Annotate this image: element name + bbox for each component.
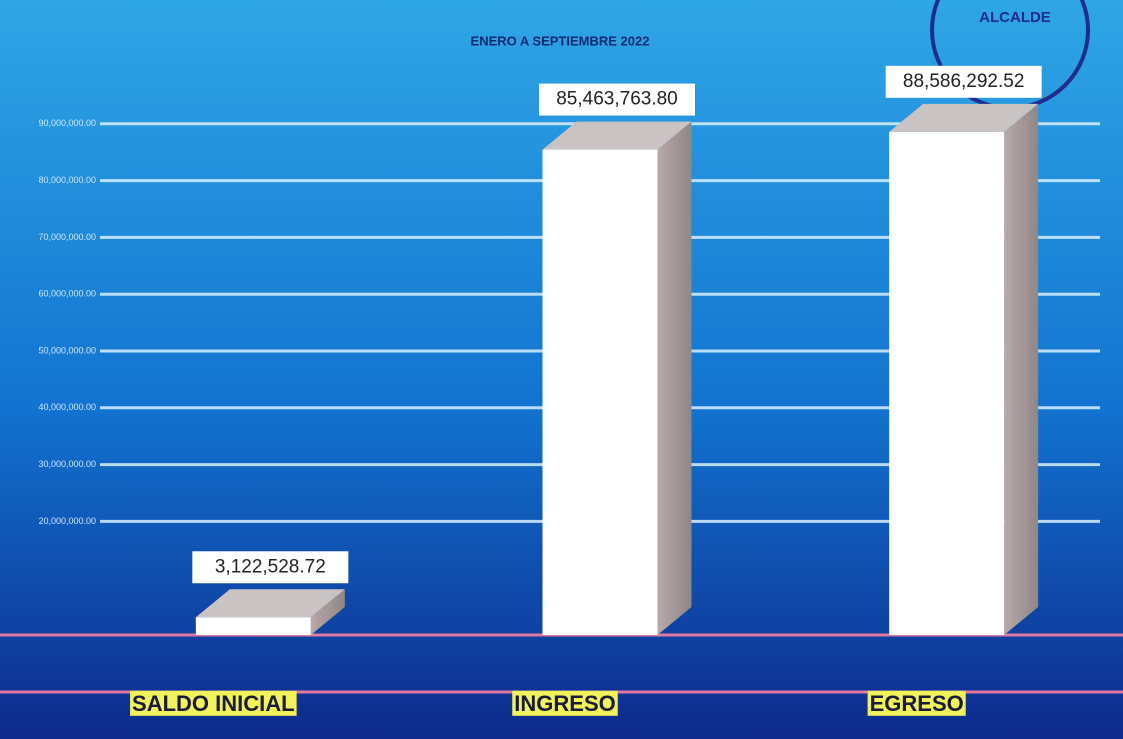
bar: [196, 617, 311, 635]
bar-side: [1004, 104, 1038, 635]
value-label: 85,463,763.80: [556, 89, 678, 110]
bar: [543, 150, 658, 635]
value-label: 3,122,528.72: [215, 556, 326, 577]
y-tick-label: 40,000,000.00: [38, 402, 96, 412]
y-tick-label: 20,000,000.00: [38, 516, 96, 526]
x-tick-label: INGRESO: [514, 691, 615, 716]
y-tick-label: 50,000,000.00: [38, 345, 96, 355]
y-tick-label: 70,000,000.00: [38, 232, 96, 242]
bar: [889, 132, 1004, 635]
y-tick-label: 90,000,000.00: [38, 118, 96, 128]
y-tick-label: 80,000,000.00: [38, 175, 96, 185]
stamp-text: ALCALDE: [979, 9, 1051, 26]
x-tick-label: SALDO INICIAL: [132, 691, 295, 716]
page: ENERO A SEPTIEMBRE 2022 ALCALDE 20,000,0…: [0, 0, 1123, 739]
chart: ENERO A SEPTIEMBRE 2022 ALCALDE 20,000,0…: [0, 0, 1123, 739]
y-tick-label: 60,000,000.00: [38, 289, 96, 299]
bar-side: [658, 122, 692, 635]
x-tick-label: EGRESO: [870, 691, 964, 716]
chart-title: ENERO A SEPTIEMBRE 2022: [471, 33, 650, 48]
value-label: 88,586,292.52: [903, 71, 1025, 92]
y-tick-label: 30,000,000.00: [38, 459, 96, 469]
